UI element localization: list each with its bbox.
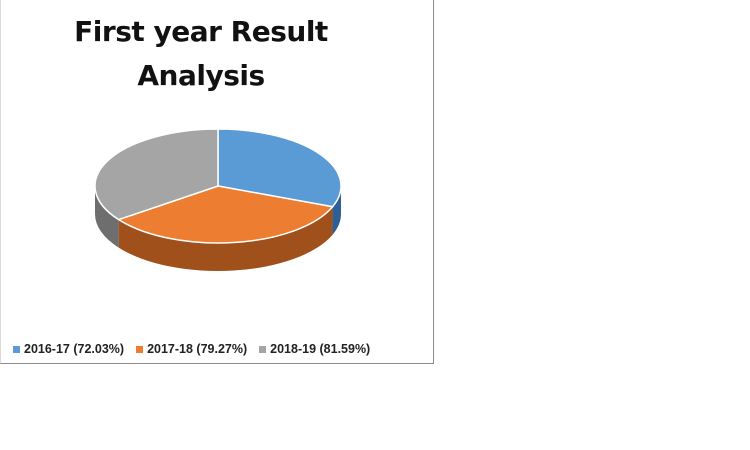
legend-label: 2017-18 (79.27%): [147, 342, 248, 356]
legend-swatch: [13, 345, 20, 353]
chart-title: First year Result Analysis: [1, 10, 401, 98]
pie-slice: [94, 128, 219, 221]
legend-item: 2018-19 (81.59%): [259, 342, 370, 356]
pie-slice-side: [118, 206, 333, 272]
chart-legend: 2016-17 (72.03%) 2017-18 (79.27%) 2018-1…: [13, 340, 382, 358]
pie-chart: [94, 128, 342, 272]
chart-frame: First year Result Analysis 2016-17 (72.0…: [0, 0, 434, 364]
pie-slice: [116, 185, 334, 244]
legend-label: 2018-19 (81.59%): [270, 342, 371, 356]
legend-label: 2016-17 (72.03%): [24, 342, 125, 356]
pie-tops: [94, 128, 342, 244]
legend-swatch: [259, 345, 267, 353]
pie-slice: [217, 128, 342, 208]
legend-item: 2017-18 (79.27%): [136, 342, 247, 356]
legend-swatch: [136, 345, 144, 353]
legend-item: 2016-17 (72.03%): [13, 342, 124, 356]
chart-title-line-2: Analysis: [137, 59, 265, 92]
pie-slice-side: [95, 186, 119, 248]
chart-title-line-1: First year Result: [74, 15, 328, 48]
